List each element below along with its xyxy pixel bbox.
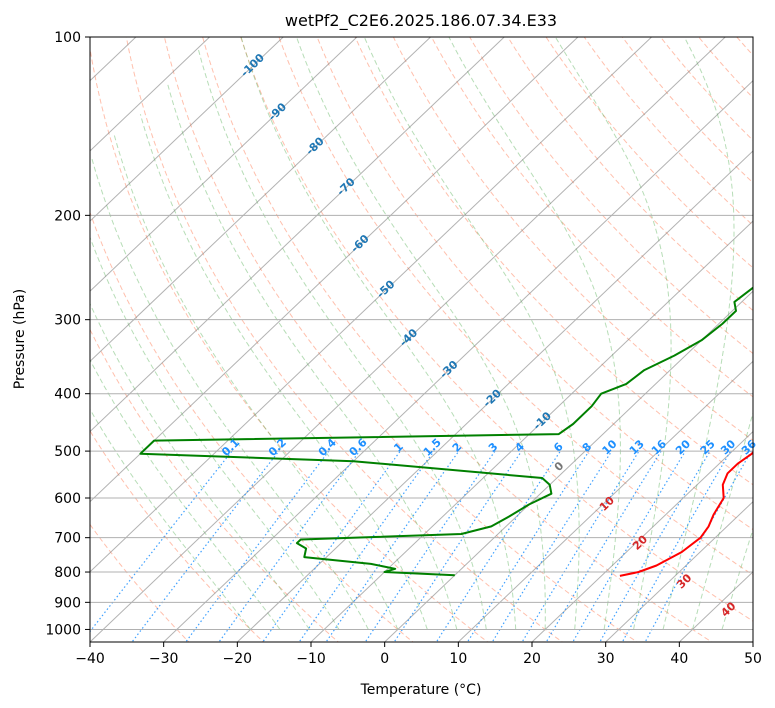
dry-adiabat xyxy=(392,37,753,442)
mixing-ratio-line xyxy=(325,450,460,642)
y-tick-label: 800 xyxy=(54,565,81,581)
dry-adiabat xyxy=(763,24,775,645)
y-tick-label: 400 xyxy=(54,387,81,403)
y-tick-label: 200 xyxy=(54,208,81,224)
mixing-ratio-line xyxy=(435,450,561,642)
mixing-ratio-line xyxy=(262,450,401,642)
moist-adiabat xyxy=(363,37,580,630)
dewpoint-profile-line xyxy=(139,286,753,577)
x-tick-label: −40 xyxy=(75,651,105,667)
moist-adiabat xyxy=(240,37,517,630)
moist-adiabat xyxy=(554,37,672,630)
isotherm-line xyxy=(605,500,753,642)
x-tick-label: −30 xyxy=(149,651,179,667)
profile-layer xyxy=(139,286,753,577)
x-tick-label: −10 xyxy=(296,651,326,667)
isotherm-line xyxy=(90,37,210,152)
mixing-ratio-line xyxy=(131,450,280,642)
moist-adiabat xyxy=(90,302,310,630)
dry-adiabat xyxy=(316,37,753,531)
moist-adiabat xyxy=(692,411,753,630)
y-tick-label: 600 xyxy=(54,491,81,507)
mixing-ratio-line xyxy=(572,450,686,642)
dry-adiabat xyxy=(507,37,753,312)
moist-adiabat xyxy=(90,408,251,630)
isotherm-line xyxy=(236,150,753,642)
dry-adiabat xyxy=(278,37,753,576)
moist-adiabat xyxy=(139,114,428,630)
moist-adiabat xyxy=(721,527,753,630)
mixing-ratio-line xyxy=(185,450,330,642)
mixing-ratio-line xyxy=(90,450,233,633)
moist-adiabat xyxy=(662,37,735,630)
y-tick-label: 100 xyxy=(54,30,81,46)
x-tick-label: 0 xyxy=(380,651,389,667)
isotherm-line xyxy=(163,80,753,642)
chart-title: wetPf2_C2E6.2025.186.07.34.E33 xyxy=(285,11,557,31)
y-tick-label: 700 xyxy=(54,531,81,547)
x-tick-label: 20 xyxy=(523,651,541,667)
dry-adiabat xyxy=(240,37,753,622)
background-lines xyxy=(0,24,775,645)
isotherm-line xyxy=(90,37,358,292)
isotherm-line xyxy=(90,37,505,433)
moist-adiabat xyxy=(448,37,621,630)
isotherm-line xyxy=(90,37,284,222)
moist-adiabat xyxy=(296,37,546,630)
x-axis-title: Temperature (°C) xyxy=(360,682,482,698)
isotherm-line xyxy=(90,37,726,642)
moist-adiabat xyxy=(113,132,399,630)
plot-background xyxy=(90,37,753,642)
temperature-profile-line xyxy=(619,450,753,577)
axis-ticks: −40 −30 −20 −10 0 10 20 30 40 50 100 200 300 400 500 60… xyxy=(45,30,762,667)
x-tick-label: 30 xyxy=(597,651,615,667)
y-tick-label: 500 xyxy=(54,444,81,460)
dry-adiabat xyxy=(90,328,339,642)
x-tick-label: −20 xyxy=(223,651,253,667)
mixing-ratio-line xyxy=(218,450,361,642)
y-axis-title: Pressure (hPa) xyxy=(12,289,28,389)
moist-adiabat xyxy=(91,157,369,630)
isotherm-line xyxy=(0,37,62,642)
isotherm-line xyxy=(531,430,753,642)
x-tick-label: 50 xyxy=(744,651,762,667)
isotherm-line xyxy=(310,220,753,642)
plot-frame xyxy=(89,36,754,643)
x-tick-label: 40 xyxy=(670,651,688,667)
mixing-ratio-line xyxy=(298,450,435,642)
moist-adiabat xyxy=(167,83,458,630)
x-tick-label: 10 xyxy=(449,651,467,667)
isotherm-line xyxy=(457,360,753,642)
isotherm-line xyxy=(752,641,753,642)
y-tick-label: 300 xyxy=(54,313,81,329)
mixing-ratio-line xyxy=(491,450,613,642)
mixing-ratio-line xyxy=(521,450,640,642)
mixing-ratio-line xyxy=(466,450,590,642)
y-tick-label: 900 xyxy=(54,595,81,611)
dry-adiabat xyxy=(125,37,564,642)
isotherm-line xyxy=(90,37,579,503)
mixing-ratio-line xyxy=(393,450,523,642)
mixing-ratio-line xyxy=(364,450,496,642)
isotherm-line xyxy=(90,37,652,573)
y-tick-label: 1000 xyxy=(45,622,81,638)
moist-adiabat xyxy=(197,49,487,630)
dry-adiabat xyxy=(469,37,753,355)
isotherm-line xyxy=(90,37,431,363)
moist-adiabat xyxy=(90,236,340,630)
